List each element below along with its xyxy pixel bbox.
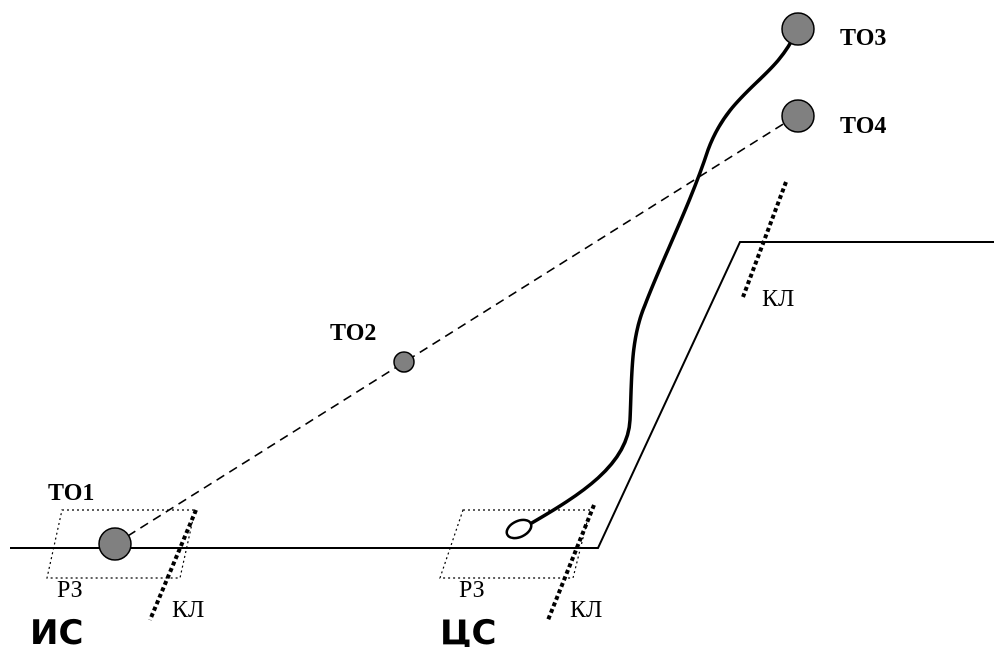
label-kl-left: КЛ xyxy=(172,597,204,623)
kl-line-upper xyxy=(741,181,788,298)
label-kl-upper: КЛ xyxy=(762,286,794,312)
object-to3-circle xyxy=(781,12,815,46)
label-to1: ТО1 xyxy=(48,480,94,506)
label-to4: ТО4 xyxy=(840,113,886,139)
label-to2: ТО2 xyxy=(330,320,376,346)
rz-zone-right xyxy=(439,509,591,579)
kl-line-left xyxy=(148,509,198,621)
label-rz-right: РЗ xyxy=(459,577,485,603)
object-to2-circle xyxy=(393,351,415,373)
label-station-cs: ЦС xyxy=(440,613,497,647)
label-kl-center: КЛ xyxy=(570,597,602,623)
cable-end-loop xyxy=(505,518,533,540)
object-to4-circle xyxy=(781,99,815,133)
dashed-link-to1-to4 xyxy=(114,115,797,545)
label-to3: ТО3 xyxy=(840,25,886,51)
label-station-is: ИС xyxy=(30,613,83,647)
label-rz-left: РЗ xyxy=(57,577,83,603)
cable-curve-cs-to3 xyxy=(529,31,798,526)
object-to1-circle xyxy=(98,527,132,561)
road-line xyxy=(10,241,994,549)
